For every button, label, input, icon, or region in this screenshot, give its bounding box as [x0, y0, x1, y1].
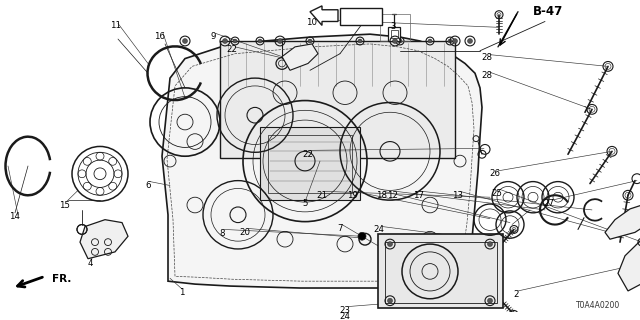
- Circle shape: [488, 242, 493, 246]
- Text: 17: 17: [413, 191, 424, 200]
- Text: 28: 28: [481, 53, 493, 62]
- Text: 13: 13: [452, 191, 463, 200]
- Text: 2: 2: [513, 290, 519, 299]
- Text: 1: 1: [179, 288, 185, 297]
- Text: 9: 9: [211, 32, 216, 41]
- Text: B-47: B-47: [533, 5, 563, 18]
- Polygon shape: [282, 44, 318, 70]
- Circle shape: [233, 39, 237, 43]
- Text: 16: 16: [154, 32, 166, 41]
- Bar: [220, 41, 455, 158]
- Text: 4: 4: [87, 259, 93, 268]
- Text: 27: 27: [543, 199, 554, 208]
- Polygon shape: [310, 6, 338, 25]
- Circle shape: [467, 39, 472, 44]
- Text: 18: 18: [376, 191, 387, 200]
- Text: 12: 12: [387, 191, 399, 200]
- Text: 5: 5: [302, 199, 308, 208]
- Circle shape: [223, 39, 227, 44]
- Circle shape: [258, 39, 262, 43]
- Text: 21: 21: [317, 191, 328, 200]
- Circle shape: [278, 39, 282, 44]
- Bar: [385, 242, 497, 303]
- Polygon shape: [618, 232, 640, 291]
- Text: 19: 19: [347, 191, 357, 200]
- Circle shape: [392, 39, 397, 44]
- Text: 22: 22: [227, 45, 237, 54]
- Text: 11: 11: [111, 21, 122, 30]
- Text: 20: 20: [239, 228, 250, 237]
- Circle shape: [182, 39, 188, 44]
- Text: 15: 15: [60, 201, 70, 210]
- Bar: [340, 8, 382, 25]
- Circle shape: [448, 39, 452, 43]
- Bar: [391, 30, 398, 38]
- Text: 23: 23: [339, 306, 351, 315]
- Text: 26: 26: [490, 169, 500, 178]
- Circle shape: [428, 39, 432, 43]
- Bar: [380, 14, 410, 41]
- Text: 14: 14: [10, 212, 20, 221]
- Text: 6: 6: [145, 181, 151, 190]
- Polygon shape: [605, 203, 640, 239]
- Bar: [388, 27, 400, 41]
- Text: FR.: FR.: [52, 274, 72, 284]
- Circle shape: [358, 39, 362, 43]
- Circle shape: [488, 298, 493, 303]
- Text: 8: 8: [220, 229, 225, 238]
- Polygon shape: [80, 220, 128, 259]
- Text: 10: 10: [307, 18, 317, 27]
- Text: T0A4A0200: T0A4A0200: [576, 301, 620, 310]
- Text: 25: 25: [492, 189, 502, 198]
- Bar: [268, 135, 352, 193]
- Text: 22: 22: [303, 150, 314, 159]
- Text: 3: 3: [390, 22, 396, 31]
- Text: 7: 7: [337, 224, 343, 233]
- Circle shape: [398, 39, 402, 43]
- Text: B-47: B-47: [348, 12, 374, 21]
- Text: 24: 24: [374, 225, 385, 234]
- Circle shape: [308, 39, 312, 43]
- Polygon shape: [162, 34, 482, 288]
- Bar: [260, 127, 360, 200]
- Circle shape: [452, 39, 458, 44]
- Text: 24: 24: [339, 312, 351, 320]
- Circle shape: [358, 232, 366, 240]
- Circle shape: [387, 298, 392, 303]
- Circle shape: [387, 242, 392, 246]
- Bar: [378, 234, 503, 308]
- Text: 28: 28: [481, 71, 493, 80]
